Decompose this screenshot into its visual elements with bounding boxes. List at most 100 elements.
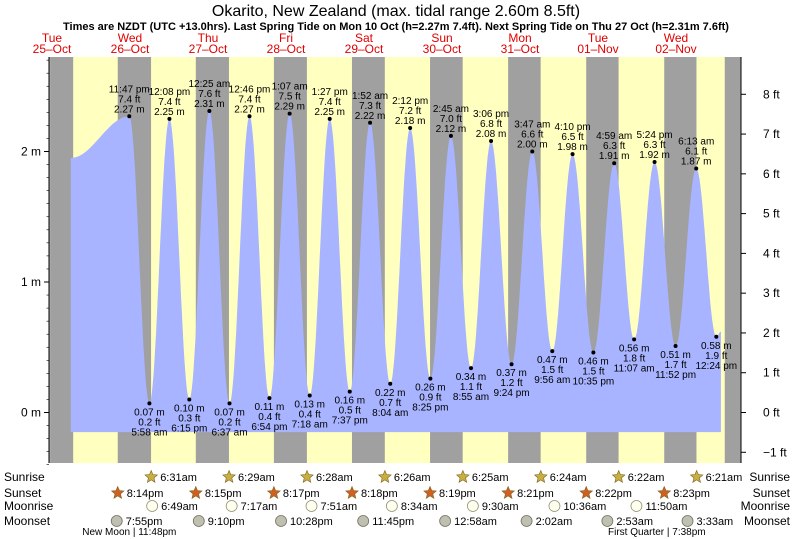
moon-phase-label: First Quarter | 7:38pm: [608, 527, 706, 538]
high-tide-metres: 2.31 m: [194, 99, 225, 110]
high-tide-time: 1:27 pm: [312, 87, 348, 98]
moonset-time: 12:58am: [454, 516, 497, 528]
sunrise-time: 6:24am: [550, 472, 587, 484]
low-tide-time: 5:58 am: [131, 427, 167, 438]
low-tide-marker: [267, 396, 272, 401]
high-tide-metres: 2.25 m: [314, 107, 345, 118]
low-tide-time: 11:07 am: [614, 363, 655, 374]
day-headers: Tue25–OctWed26–OctThu27–OctFri28–OctSat2…: [33, 31, 697, 56]
row-label-left: Sunset: [4, 486, 42, 500]
row-label-left: Moonrise: [4, 499, 54, 513]
low-tide-feet: 0.9 ft: [419, 393, 441, 404]
day-of-week-label: Sat: [355, 31, 374, 45]
moon-phase-label: New Moon | 11:48pm: [82, 527, 176, 538]
low-tide-time: 8:55 am: [453, 392, 489, 403]
low-tide-metres: 0.11 m: [255, 402, 285, 413]
moonset-icon: [601, 515, 614, 527]
moonrise-icon: [146, 500, 159, 512]
low-tide-feet: 0.4 ft: [258, 412, 280, 423]
high-tide-time: 12:08 pm: [149, 87, 191, 98]
low-tide-feet: 0.5 ft: [339, 406, 361, 417]
low-tide-metres: 0.51 m: [660, 350, 691, 361]
high-tide-time: 1:07 am: [272, 82, 308, 93]
high-tide-time: 4:10 pm: [554, 122, 590, 133]
moonset-icon: [110, 515, 123, 527]
low-tide-metres: 0.13 m: [294, 400, 325, 411]
low-tide-marker: [428, 376, 433, 381]
high-tide-marker: [327, 116, 332, 121]
date-label: 28–Oct: [267, 42, 306, 56]
day-of-week-label: Sun: [431, 31, 452, 45]
sunset-time: 8:19pm: [439, 488, 476, 500]
low-tide-feet: 1.5 ft: [541, 365, 563, 376]
chart-subtitle: Times are NZDT (UTC +13.0hrs). Last Spri…: [63, 21, 729, 33]
low-tide-feet: 0.2 ft: [138, 417, 160, 428]
low-tide-metres: 0.46 m: [578, 356, 609, 367]
low-tide-time: 8:25 pm: [412, 403, 448, 414]
high-tide-feet: 7.4 ft: [118, 94, 140, 105]
high-tide-metres: 1.92 m: [639, 150, 670, 161]
moonset-time: 11:45pm: [372, 516, 414, 528]
high-tide-marker: [247, 114, 252, 119]
sunset-time: 8:21pm: [517, 488, 554, 500]
low-tide-time: 9:24 pm: [493, 388, 529, 399]
axes: 0 m 1 m 2 m −1 ft 0 ft 1 ft 2 ft 3 ft 4 ft 5 ft 6 …: [21, 57, 787, 466]
low-tide-metres: 0.47 m: [537, 355, 568, 366]
sunset-icon: [188, 485, 203, 499]
low-tide-marker: [673, 343, 678, 348]
low-tide-time: 6:15 pm: [171, 423, 207, 434]
low-tide-time: 12:24 pm: [695, 361, 737, 372]
low-tide-time: 8:04 am: [372, 408, 408, 419]
y-right-tick-label: 4 ft: [763, 246, 780, 260]
moonrise-time: 11:50am: [645, 501, 687, 513]
sunrise-icon: [455, 469, 470, 483]
high-tide-feet: 6.1 ft: [685, 146, 707, 157]
high-tide-time: 3:06 pm: [473, 109, 509, 120]
moonset-icon: [357, 515, 370, 527]
low-tide-metres: 0.22 m: [375, 388, 406, 399]
moonset-time: 2:02am: [536, 516, 573, 528]
moonrise-icon: [630, 500, 643, 512]
moonrise-time: 9:30am: [482, 501, 519, 513]
date-label: 31–Oct: [501, 42, 540, 56]
high-tide-metres: 1.91 m: [599, 151, 630, 162]
plot-clipped: 11:47 pm7.4 ft2.27 m0.07 m0.2 ft5:58 am1…: [49, 57, 741, 463]
y-right-tick-label: 2 ft: [763, 326, 780, 340]
low-tide-marker: [147, 401, 152, 406]
moonrise-icon: [466, 500, 479, 512]
low-tide-feet: 1.7 ft: [664, 360, 686, 371]
sunrise-icon: [144, 469, 159, 483]
moonset-time: 2:53am: [616, 516, 653, 528]
low-tide-marker: [714, 334, 719, 339]
moonrise-icon: [385, 500, 398, 512]
sunset-icon: [423, 485, 437, 499]
out-of-range-band: [49, 57, 51, 463]
high-tide-feet: 7.2 ft: [399, 106, 421, 117]
high-tide-metres: 2.27 m: [234, 104, 265, 115]
high-tide-time: 11:47 pm: [109, 84, 150, 95]
sunrise-time: 6:25am: [472, 472, 509, 484]
low-tide-feet: 1.1 ft: [460, 382, 482, 393]
low-tide-feet: 1.8 ft: [623, 353, 645, 364]
high-tide-metres: 2.22 m: [355, 111, 386, 122]
sunrise-time: 6:21am: [706, 472, 743, 484]
low-tide-metres: 0.56 m: [619, 343, 650, 354]
low-tide-time: 9:56 am: [534, 375, 570, 386]
low-tide-feet: 1.9 ft: [705, 351, 727, 362]
high-tide-feet: 7.4 ft: [238, 94, 260, 105]
sunset-time: 8:15pm: [205, 488, 242, 500]
high-tide-feet: 7.0 ft: [440, 114, 462, 125]
sunset-icon: [266, 485, 281, 499]
high-tide-feet: 7.4 ft: [319, 97, 341, 108]
moonset-time: 9:10pm: [208, 516, 245, 528]
moonrise-time: 7:51am: [321, 501, 358, 513]
high-tide-metres: 2.29 m: [274, 102, 305, 113]
day-of-week-label: Wed: [664, 31, 688, 45]
moonrise-time: 10:36am: [563, 501, 606, 513]
low-tide-metres: 0.16 m: [334, 396, 365, 407]
y-right-tick-label: 7 ft: [763, 127, 780, 141]
low-tide-marker: [591, 350, 596, 355]
high-tide-marker: [448, 133, 453, 138]
low-tide-time: 11:52 pm: [655, 370, 696, 381]
sunrise-icon: [377, 469, 392, 483]
